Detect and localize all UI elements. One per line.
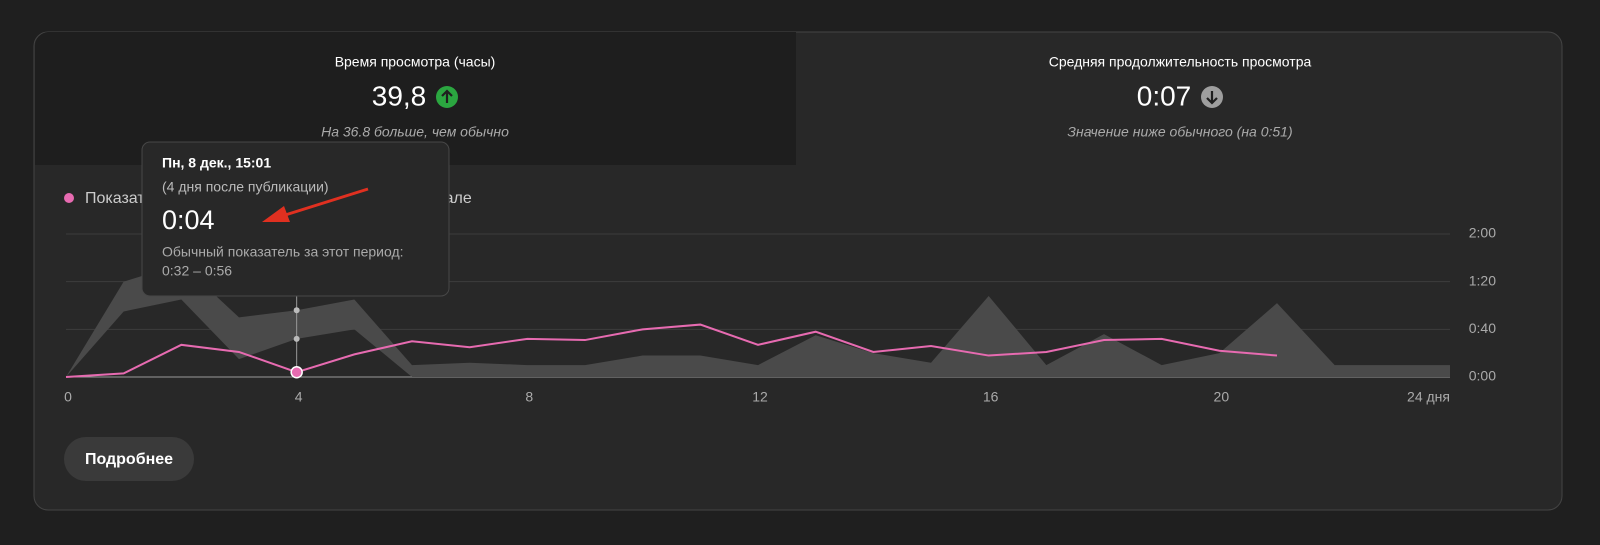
y-tick-label: 0:40: [1469, 320, 1496, 336]
annotation-arrow: [262, 187, 369, 222]
card-title: Средняя продолжительность просмотра: [1049, 54, 1312, 70]
x-tick-label: 20: [1214, 389, 1230, 405]
legend-marker: [64, 193, 74, 203]
card-value: 39,8: [372, 80, 427, 111]
y-tick-label: 0:00: [1469, 368, 1496, 384]
x-tick-label: 12: [752, 389, 768, 405]
x-tick-label: 0: [64, 389, 72, 405]
tooltip: Пн, 8 дек., 15:01 (4 дня после публикаци…: [141, 141, 450, 297]
tooltip-range: 0:32 – 0:56: [162, 263, 232, 279]
hover-point: [290, 365, 303, 379]
card-value: 0:07: [1137, 80, 1192, 111]
y-tick-label: 2:00: [1469, 225, 1496, 241]
x-tick-label: 24 дня: [1407, 389, 1450, 405]
card-note: На 36.8 больше, чем обычно: [321, 124, 509, 140]
trend-arrow: [441, 89, 453, 103]
button-label[interactable]: Подробнее: [85, 451, 173, 468]
tooltip-since: (4 дня после публикации): [162, 179, 329, 195]
tooltip-box: [141, 141, 450, 297]
card-title: Время просмотра (часы): [335, 54, 496, 70]
selected-tab[interactable]: [34, 32, 797, 165]
tooltip-range-label: Обычный показатель за этот период:: [162, 244, 404, 260]
band-upper-dot: [293, 307, 300, 314]
tooltip-value: 0:04: [162, 205, 215, 235]
tooltip-date: Пн, 8 дек., 15:01: [162, 155, 271, 171]
trend-arrow: [1206, 91, 1218, 105]
x-tick-label: 16: [983, 389, 999, 405]
y-tick-label: 1:20: [1469, 272, 1496, 288]
typical-range: [66, 263, 1450, 377]
details-button[interactable]: [64, 437, 194, 481]
band-lower-dot: [293, 335, 300, 342]
x-tick-label: 4: [295, 389, 303, 405]
series-line: [65, 323, 1278, 378]
x-tick-label: 8: [525, 389, 533, 405]
card-note: Значение ниже обычного (на 0:51): [1067, 124, 1292, 140]
